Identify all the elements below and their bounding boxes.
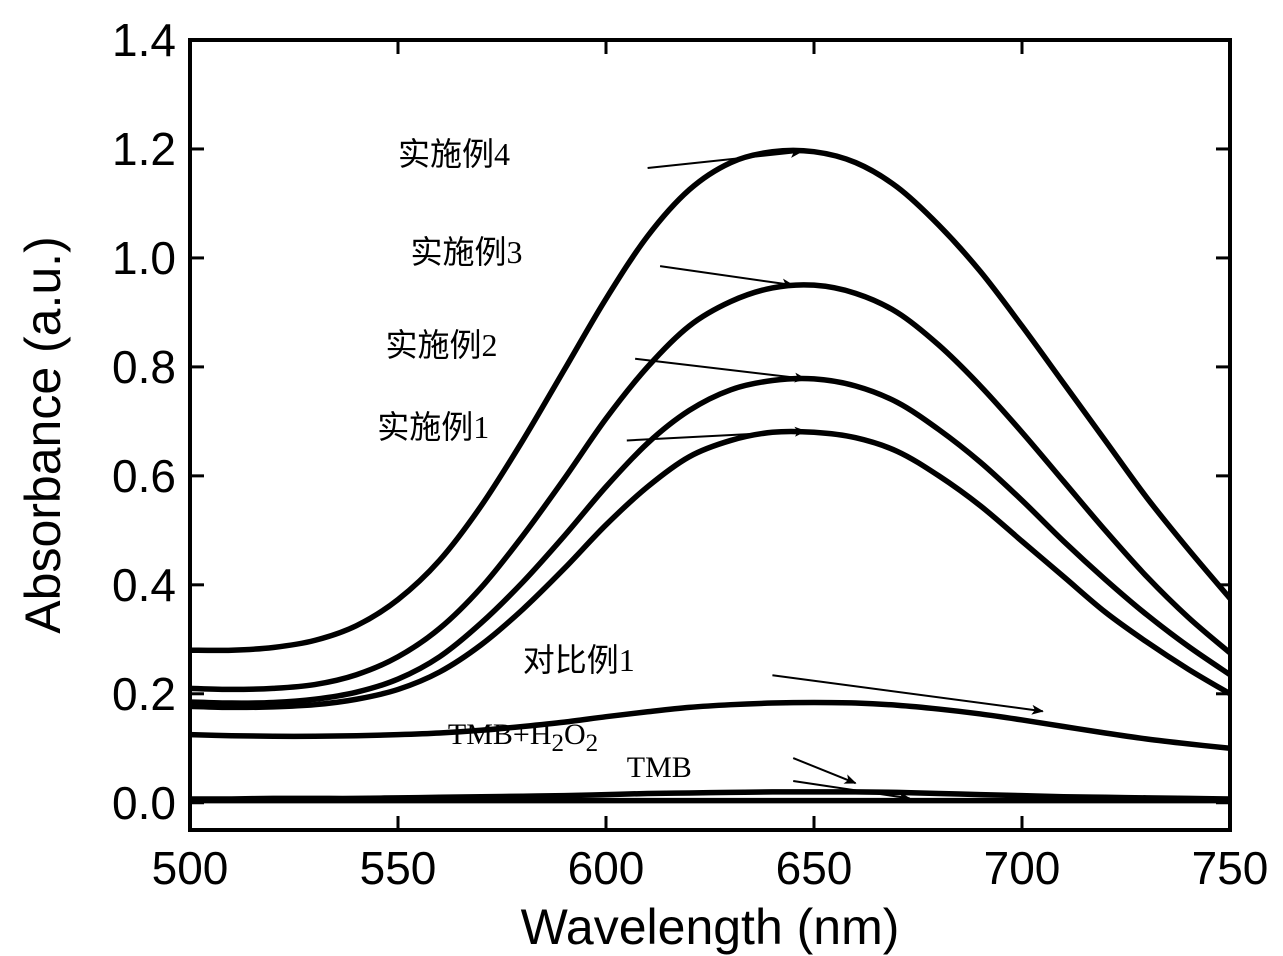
y-tick-label: 0.0: [112, 777, 176, 829]
absorbance-chart: 500 550 600 650 700 750 0.0 0.2 0.4 0.6 0.8 1.0 1.2 1…: [0, 0, 1283, 956]
anno-example-4-label: 实施例4: [398, 138, 658, 170]
anno-comparative-1: 对比例1: [523, 644, 783, 702]
y-tick-label: 1.0: [112, 232, 176, 284]
chart-svg: 500 550 600 650 700 750 0.0 0.2 0.4 0.6 0.8 1.0 1.2 1…: [0, 0, 1283, 956]
y-tick-label: 0.6: [112, 450, 176, 502]
anno-example-4: 实施例4: [398, 138, 658, 196]
x-tick-label: 600: [568, 842, 645, 894]
y-tick-label: 1.4: [112, 14, 176, 66]
anno-tmb-label: TMB: [627, 753, 887, 783]
anno-example-1: 实施例1: [377, 411, 637, 469]
anno-example-3-label: 实施例3: [410, 236, 670, 268]
anno-tmb: TMB: [627, 753, 887, 807]
y-tick-label: 1.2: [112, 123, 176, 175]
y-tick-label: 0.8: [112, 341, 176, 393]
y-tick-label: 0.4: [112, 559, 176, 611]
anno-example-2-label: 实施例2: [386, 329, 646, 361]
anno-example-3: 实施例3: [410, 236, 670, 294]
anno-tmb-h2o2-label: TMB+H2O2: [448, 720, 708, 756]
x-tick-label: 550: [360, 842, 437, 894]
x-axis-title: Wavelength (nm): [521, 899, 900, 955]
x-tick-label: 500: [152, 842, 229, 894]
x-tick-label: 750: [1192, 842, 1269, 894]
anno-comparative-1-label: 对比例1: [523, 644, 783, 676]
x-tick-label: 650: [776, 842, 853, 894]
y-tick-label: 0.2: [112, 668, 176, 720]
x-tick-label: 700: [984, 842, 1061, 894]
y-axis-title: Absorbance (a.u.): [15, 236, 71, 633]
anno-example-1-label: 实施例1: [377, 411, 637, 443]
anno-example-2: 实施例2: [386, 329, 646, 387]
